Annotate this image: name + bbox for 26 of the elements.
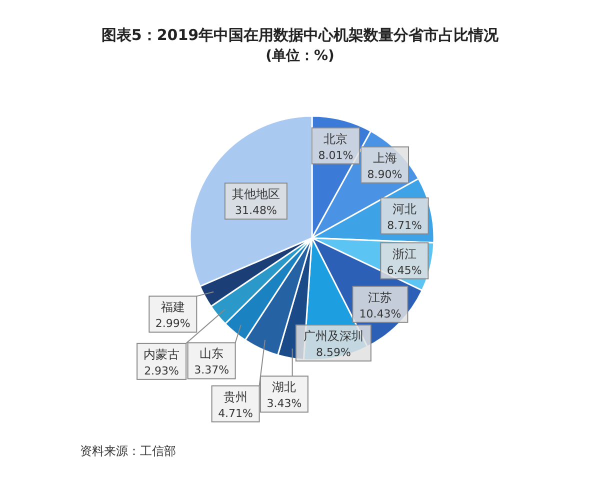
data-label: 8.01% [318,148,354,162]
chart-title: 图表5：2019年中国在用数据中心机架数量分省市占比情况 [101,26,500,44]
slice-label: 广州及深圳 [303,328,364,343]
slice-label: 贵州 [224,390,248,404]
data-label: 3.43% [266,397,302,410]
data-label: 8.90% [367,168,402,181]
chart-subtitle: (单位：%) [266,48,334,64]
slice-label: 江苏 [368,290,392,304]
slice-label: 湖北 [272,380,296,394]
slice-label: 北京 [324,132,348,146]
slice-label: 福建 [160,300,185,314]
slice-label: 浙江 [392,246,416,261]
text: 资料来源：工信部 [80,444,176,458]
data-label: 10.43% [359,307,402,320]
data-label: 4.71% [218,406,254,420]
data-label: 8.59% [316,346,351,359]
slice-label: 河北 [392,202,417,216]
slice-label: 其他地区 [232,187,280,202]
data-label: 31.48% [234,204,277,218]
data-label: 6.45% [386,264,422,277]
slice-label: 山东 [200,346,224,361]
data-label: 3.37% [194,364,230,377]
data-label: 2.93% [144,364,180,378]
slice-label: 上海 [372,150,397,165]
data-label: 8.71% [387,218,422,232]
slice-label: 内蒙古 [144,347,180,362]
